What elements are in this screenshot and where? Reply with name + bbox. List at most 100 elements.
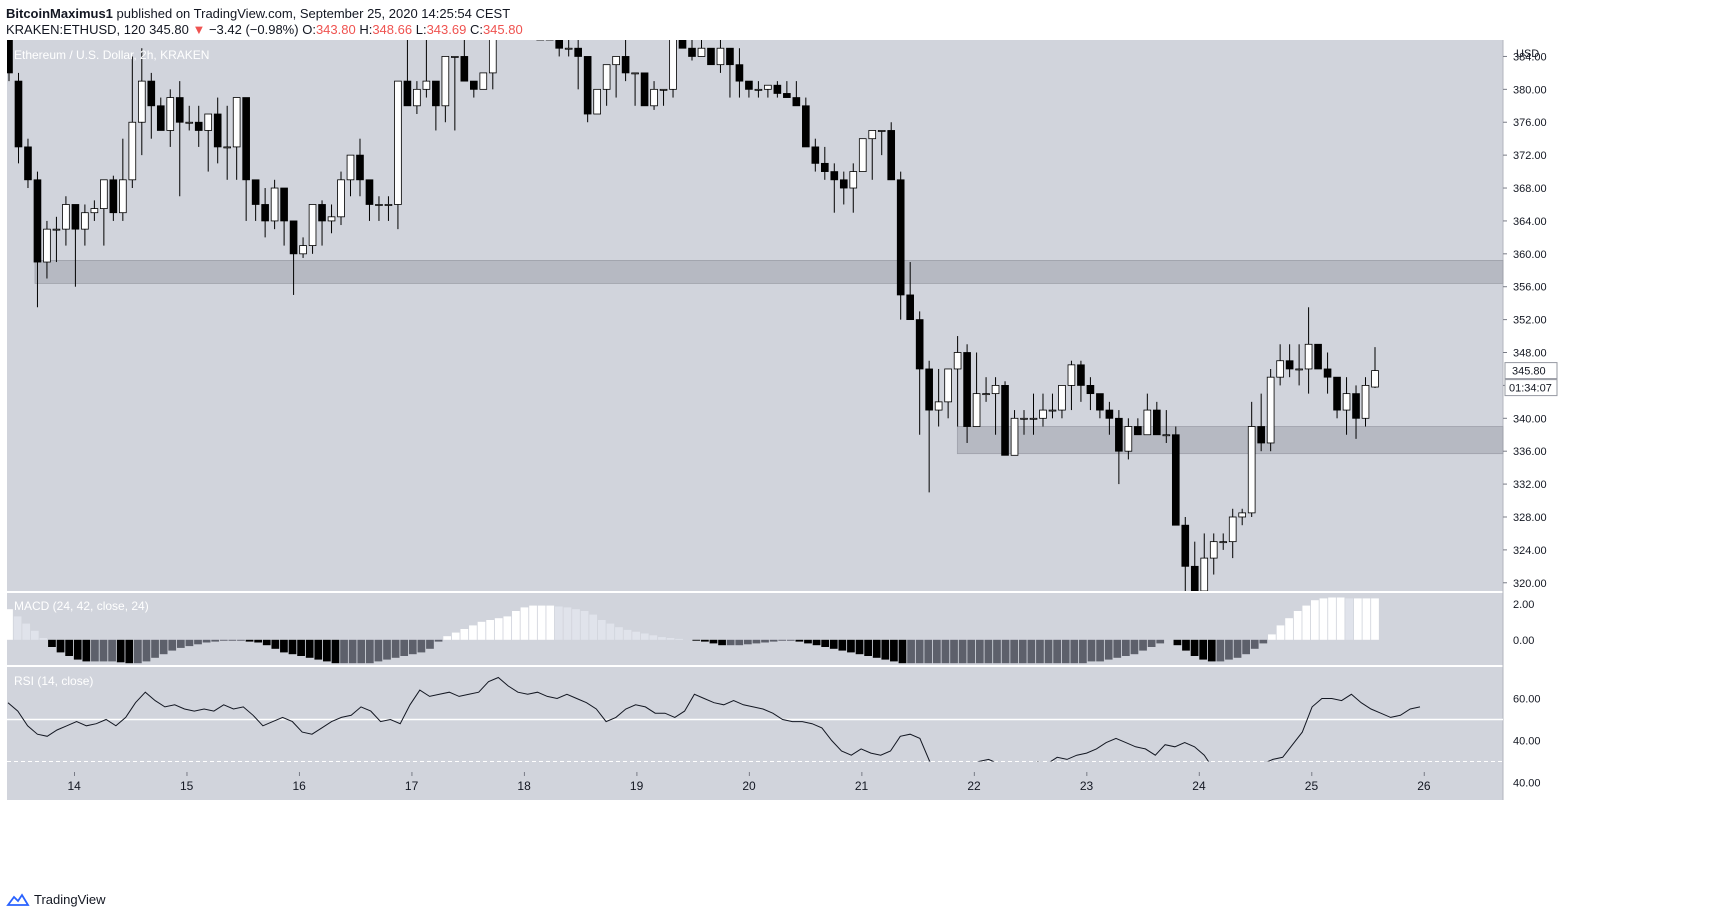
candle-body — [403, 80, 412, 107]
close-value: 345.80 — [482, 22, 523, 37]
candle-body — [858, 138, 867, 172]
macd-histogram-bar — [314, 639, 323, 660]
candle-body — [365, 179, 374, 205]
macd-histogram-bar — [572, 609, 580, 640]
price-tick-label: 372.00 — [1513, 150, 1547, 162]
macd-histogram-bar — [847, 639, 855, 653]
candle-body — [612, 56, 620, 66]
macd-histogram-bar — [254, 639, 263, 643]
tradingview-logo[interactable]: TradingView — [6, 892, 106, 907]
author-name[interactable]: BitcoinMaximus1 — [6, 6, 113, 21]
macd-histogram-bar — [22, 623, 31, 640]
macd-histogram-bar — [357, 639, 366, 664]
macd-histogram-bar — [91, 639, 99, 662]
macd-histogram-bar — [1362, 598, 1371, 640]
macd-histogram-bar — [1336, 597, 1345, 640]
candle-body — [470, 80, 478, 90]
candle-body — [52, 228, 61, 231]
macd-histogram-bar — [1250, 639, 1259, 649]
candle-body — [1048, 409, 1057, 412]
macd-label: MACD (24, 42, close, 24) — [14, 599, 149, 613]
candle-body — [119, 179, 127, 214]
price-tick-label: 336.00 — [1513, 446, 1547, 458]
macd-histogram-bar — [512, 611, 520, 640]
macd-histogram-bar — [915, 639, 924, 664]
macd-histogram-bar — [855, 639, 864, 655]
last-price-label: 345.80 — [1512, 366, 1546, 378]
macd-histogram-bar — [460, 629, 469, 640]
candle-body — [422, 80, 431, 90]
rsi-tick-label: 40.00 — [1513, 736, 1541, 748]
macd-histogram-bar — [975, 639, 984, 664]
macd-histogram-bar — [743, 639, 752, 645]
macd-histogram-bar — [1293, 611, 1302, 640]
price-axis-unit: USD — [1516, 48, 1539, 60]
time-tick-label: 25 — [1305, 779, 1319, 793]
candle-body — [650, 88, 658, 107]
macd-histogram-bar — [1079, 639, 1087, 664]
price-tick-label: 328.00 — [1513, 512, 1547, 524]
candle-body — [318, 204, 326, 222]
candle-body — [223, 146, 231, 149]
candle-body — [1029, 417, 1038, 420]
macd-histogram-bar — [898, 639, 907, 664]
macd-tick-label: 0.00 — [1513, 635, 1534, 647]
candle-body — [839, 179, 848, 189]
candle-body — [308, 204, 317, 246]
macd-histogram-bar — [821, 639, 830, 647]
macd-histogram-bar — [1233, 639, 1242, 658]
candle-body — [1285, 360, 1294, 370]
price-tick-label: 320.00 — [1513, 578, 1547, 590]
candle-body — [242, 97, 250, 181]
candle-body — [156, 105, 165, 131]
candle-body — [640, 72, 649, 107]
candle-body — [783, 93, 791, 98]
macd-histogram-bar — [228, 639, 237, 641]
macd-histogram-bar — [219, 639, 228, 641]
macd-histogram-bar — [1242, 639, 1250, 655]
candle-body — [545, 40, 554, 41]
macd-histogram-bar — [554, 606, 563, 640]
candle-body — [745, 80, 753, 90]
macd-histogram-bar — [589, 614, 598, 640]
time-tick-label: 17 — [405, 779, 419, 793]
candle-body — [1096, 393, 1104, 411]
candle-body — [602, 64, 611, 90]
macd-histogram-bar — [73, 639, 82, 660]
candle-body — [518, 15, 525, 16]
candle-body — [820, 162, 829, 172]
macd-histogram-bar — [1319, 598, 1328, 640]
macd-histogram-bar — [134, 639, 142, 664]
macd-histogram-bar — [597, 620, 606, 640]
macd-histogram-bar — [1156, 639, 1165, 644]
candle-body — [1143, 409, 1152, 436]
candle-body — [499, 0, 506, 15]
candle-body — [963, 352, 971, 427]
candle-body — [659, 88, 668, 91]
macd-histogram-bar — [176, 639, 185, 648]
time-tick-label: 22 — [967, 779, 981, 793]
macd-histogram-bar — [907, 639, 915, 664]
candle-body — [1333, 376, 1341, 411]
macd-histogram-bar — [1061, 639, 1070, 664]
macd-histogram-bar — [116, 639, 125, 663]
candle-body — [460, 56, 469, 82]
price-change: −3.42 (−0.98%) — [208, 22, 299, 37]
macd-histogram-bar — [245, 639, 254, 642]
macd-histogram-bar — [1044, 639, 1053, 664]
macd-histogram-bar — [408, 639, 417, 655]
candle-body — [811, 146, 820, 164]
candle-body — [441, 56, 450, 107]
time-tick-label: 26 — [1417, 779, 1431, 793]
candle-body — [773, 84, 782, 94]
macd-histogram-bar — [262, 639, 271, 646]
macd-histogram-bar — [5, 609, 13, 640]
symbol: KRAKEN:ETHUSD, 120 — [6, 22, 146, 37]
candle-body — [1162, 434, 1171, 437]
candle-body — [1371, 370, 1379, 388]
macd-histogram-bar — [623, 629, 632, 640]
macd-histogram-bar — [804, 639, 812, 644]
macd-histogram-bar — [48, 639, 56, 647]
candle-body — [735, 64, 744, 82]
